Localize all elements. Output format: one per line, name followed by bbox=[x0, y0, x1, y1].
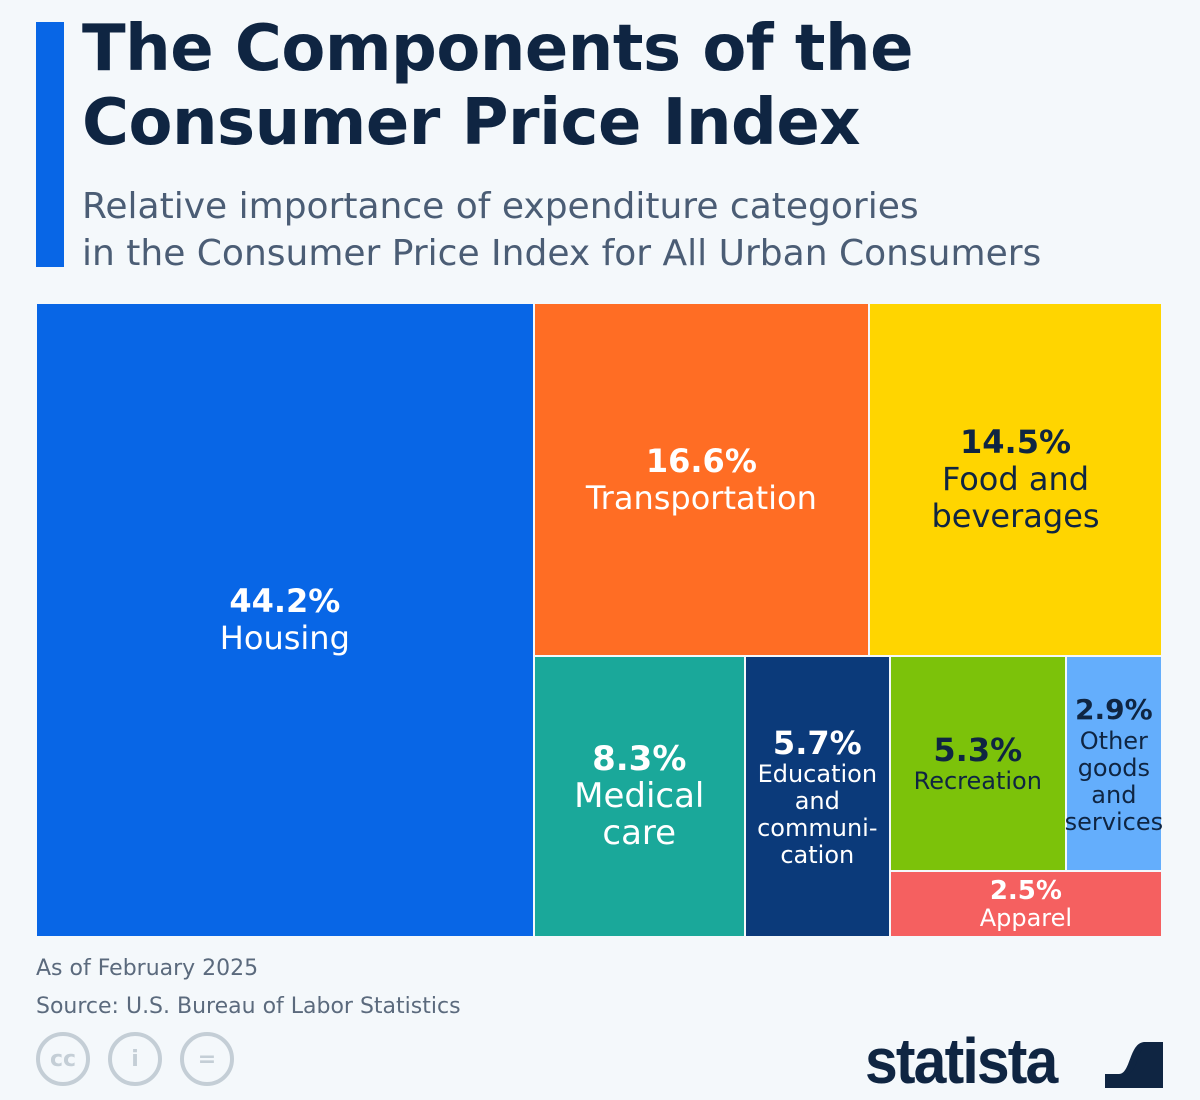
tile-label: Apparel bbox=[979, 903, 1073, 932]
tile-label: Transportation bbox=[585, 478, 817, 517]
tile-label: Education and communi-cation bbox=[757, 759, 878, 869]
tile-label: Recreation bbox=[913, 767, 1042, 796]
tile-label: Food and beverages bbox=[931, 460, 1100, 536]
tile-value: 8.3% bbox=[592, 739, 687, 780]
source-note: Source: U.S. Bureau of Labor Statistics bbox=[36, 994, 461, 1019]
tile-label: Housing bbox=[219, 619, 350, 657]
tile-transportation: 16.6% Transportation bbox=[533, 303, 870, 657]
attribution-icon: i bbox=[108, 1032, 162, 1086]
tile-recreation: 5.3% Recreation bbox=[889, 656, 1066, 872]
tile-apparel: 2.5% Apparel bbox=[889, 871, 1162, 937]
tile-value: 2.9% bbox=[1075, 692, 1153, 726]
chart-subtitle: Relative importance of expenditure categ… bbox=[82, 186, 1042, 274]
tile-education: 5.7% Education and communi-cation bbox=[744, 656, 890, 937]
date-note: As of February 2025 bbox=[36, 956, 259, 981]
chart-title: The Components of the Consumer Price Ind… bbox=[82, 12, 913, 160]
cc-icon: cc bbox=[36, 1032, 90, 1086]
treemap: 44.2% Housing 16.6% Transportation 14.5% Food… bbox=[36, 303, 1164, 937]
tile-housing: 44.2% Housing bbox=[36, 303, 534, 937]
no-derivatives-icon: = bbox=[180, 1032, 234, 1086]
tile-value: 14.5% bbox=[960, 423, 1072, 462]
tile-food: 14.5% Food and beverages bbox=[869, 303, 1162, 657]
tile-value: 44.2% bbox=[229, 582, 341, 620]
tile-other: 2.9% Other goods and services bbox=[1064, 656, 1164, 872]
tile-value: 16.6% bbox=[645, 441, 757, 480]
tile-label: Medical care bbox=[574, 776, 705, 854]
statista-logo-icon bbox=[1105, 1030, 1163, 1088]
tile-value: 5.7% bbox=[772, 723, 862, 762]
tile-value: 2.5% bbox=[989, 875, 1062, 906]
statista-logo[interactable]: statista bbox=[865, 1025, 1058, 1097]
tile-medical: 8.3% Medical care bbox=[533, 656, 745, 937]
tile-label: Other goods and services bbox=[1064, 726, 1164, 836]
tile-value: 5.3% bbox=[933, 731, 1023, 770]
accent-bar bbox=[36, 22, 64, 267]
